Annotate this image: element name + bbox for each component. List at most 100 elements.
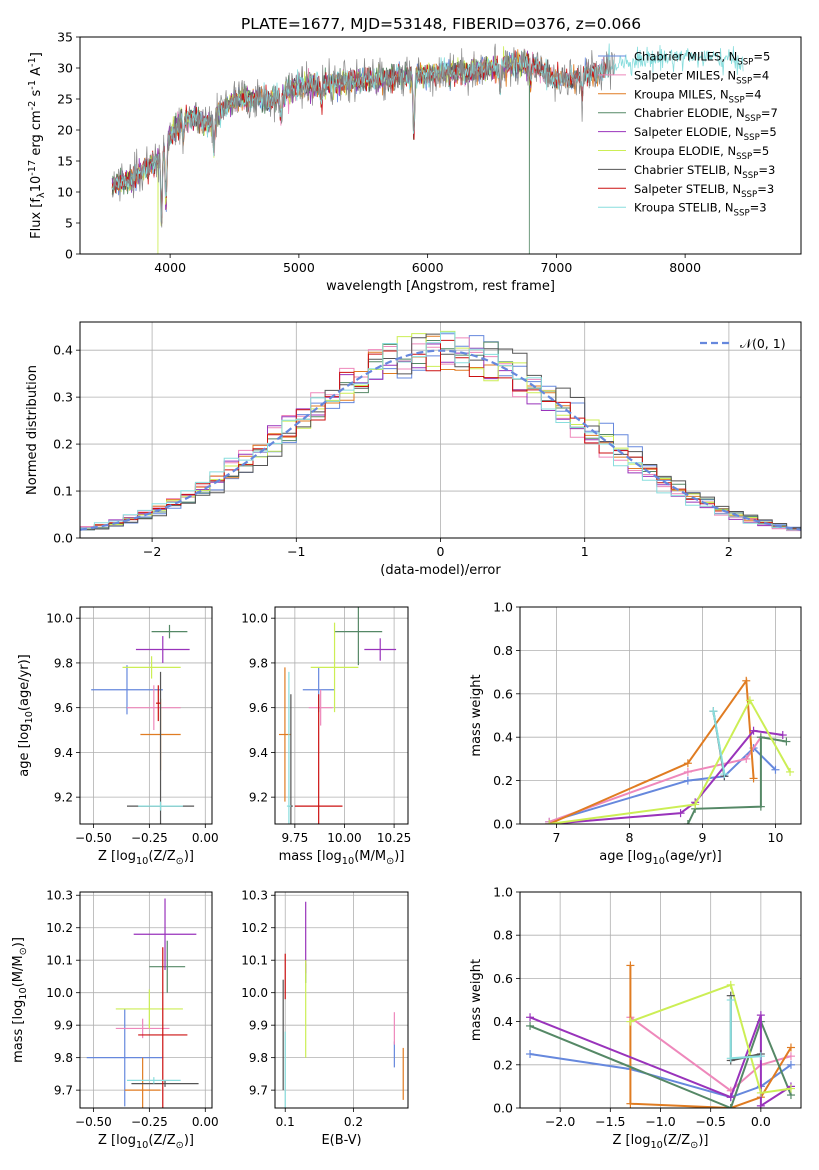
plot-area <box>91 624 195 824</box>
y-tick-label: 9.8 <box>249 656 268 670</box>
weight-marker <box>526 1050 535 1058</box>
x-axis-label: Z [log10(Z/Z⊙)] <box>613 1133 709 1151</box>
axes-frame <box>519 606 802 825</box>
y-tick-label: 9.4 <box>54 746 73 760</box>
weight-marker <box>771 765 780 774</box>
axes-frame <box>274 606 409 825</box>
legend-label: Chabrier STELIB, NSSP=3 <box>634 163 775 181</box>
weight-marker <box>749 726 758 735</box>
weight-marker <box>676 809 685 818</box>
y-tick-label: 9.7 <box>249 1084 268 1098</box>
y-tick-label: 0.4 <box>493 1014 513 1029</box>
figure-title: PLATE=1677, MJD=53148, FIBERID=0376, z=0… <box>241 15 641 33</box>
x-tick-label: 0 <box>437 544 445 559</box>
y-tick-label: 9.4 <box>249 746 268 760</box>
x-tick-label: 7000 <box>540 260 572 275</box>
x-tick-label: 0.0 <box>751 1114 771 1129</box>
legend-label: Chabrier ELODIE, NSSP=7 <box>634 106 778 124</box>
y-tick-label: 10 <box>57 185 73 200</box>
data-point <box>126 685 181 731</box>
x-tick-label: −0.25 <box>131 831 168 845</box>
weight-marker <box>526 1013 535 1022</box>
x-tick-label: 8000 <box>669 260 701 275</box>
data-point <box>131 1080 199 1087</box>
y-tick-label: 9.8 <box>54 656 73 670</box>
data-point <box>308 689 333 726</box>
y-tick-label: 0.6 <box>493 686 513 701</box>
data-point <box>151 624 188 639</box>
weight-marker <box>726 1093 735 1102</box>
data-point <box>156 685 161 722</box>
axes: −0.50 −0.25 0.00 9.7 9.8 9.9 10.0 10.1 10.2 10.3 Z… <box>11 889 219 1151</box>
weight-marker <box>786 767 795 776</box>
plot-area <box>80 330 801 538</box>
weight-marker <box>756 1101 765 1108</box>
y-axis-label: Normed distribution <box>25 365 40 495</box>
y-axis-label: age [log10(age/yr)] <box>17 654 35 777</box>
panel-age_vs_Z: −0.50 −0.25 0.00 9.2 9.4 9.6 9.8 10.0 Z [log10(Z… <box>17 606 219 867</box>
y-tick-label: 9.7 <box>54 1084 73 1098</box>
data-point <box>122 656 181 679</box>
axes-frame <box>79 321 802 539</box>
data-point <box>91 665 163 715</box>
y-tick-label: 0.6 <box>493 971 513 986</box>
x-tick-label: 0.2 <box>344 1115 363 1129</box>
weight-marker <box>626 1099 635 1108</box>
legend-label: Salpeter STELIB, NSSP=3 <box>634 182 774 200</box>
observed-spectrum-line <box>111 43 615 228</box>
weight-marker <box>756 733 765 742</box>
x-tick-label: −2.0 <box>545 1114 575 1129</box>
axes-frame <box>79 606 213 825</box>
y-tick-label: 0.4 <box>493 730 513 745</box>
plot-area <box>545 676 795 824</box>
axes-frame <box>274 891 409 1109</box>
plot-area <box>86 898 199 1108</box>
y-tick-label: 0.2 <box>493 1057 513 1072</box>
y-tick-label: 25 <box>57 92 73 107</box>
y-tick-label: 5 <box>65 216 73 231</box>
weight-marker <box>726 1054 735 1063</box>
panel-age_vs_mass: 9.75 10.00 10.25 9.2 9.4 9.6 9.8 10.0 mass [log1… <box>241 606 411 867</box>
data-point <box>364 638 397 661</box>
y-tick-label: 35 <box>57 30 73 45</box>
data-point <box>126 1077 181 1084</box>
weight-marker <box>683 759 692 768</box>
plot-area <box>111 43 744 254</box>
weight-line <box>630 983 792 1095</box>
x-axis-label: age [log10(age/yr)] <box>599 849 722 867</box>
y-tick-label: 1.0 <box>493 600 513 615</box>
y-tick-label: 0.2 <box>53 437 73 452</box>
y-tick-label: 0.8 <box>493 928 513 943</box>
y-tick-label: 10.2 <box>46 921 73 935</box>
x-tick-label: 1 <box>581 544 589 559</box>
y-tick-label: 10.0 <box>241 612 268 626</box>
y-tick-label: 0 <box>65 247 73 262</box>
y-tick-label: 0.1 <box>53 484 73 499</box>
axes: 9.75 10.00 10.25 9.2 9.4 9.6 9.8 10.0 mass [log1… <box>241 606 411 867</box>
x-axis-label: (data-model)/error <box>380 563 501 578</box>
x-tick-label: −0.5 <box>695 1114 725 1129</box>
weight-marker <box>756 1052 765 1061</box>
data-point <box>138 801 183 811</box>
y-tick-label: 20 <box>57 123 73 138</box>
y-tick-label: 15 <box>57 154 73 169</box>
y-axis-label: mass weight <box>469 959 484 1041</box>
y-tick-label: 0.0 <box>53 531 73 546</box>
x-tick-label: −2 <box>143 544 161 559</box>
y-tick-label: 10.3 <box>241 889 268 903</box>
x-tick-label: 5000 <box>283 260 315 275</box>
weight-marker <box>683 767 692 776</box>
data-point <box>294 694 343 824</box>
y-tick-label: 9.8 <box>249 1051 268 1065</box>
y-tick-label: 1.0 <box>493 885 513 900</box>
axes: −2.0 −1.5 −1.0 −0.5 0.0 0.0 0.2 0.4 0.6 0.8 1.0 Z [… <box>469 885 802 1151</box>
weight-marker <box>683 776 692 785</box>
weight-marker <box>745 696 754 705</box>
weight-marker <box>720 770 729 779</box>
axes-frame <box>519 891 802 1109</box>
x-tick-label: 8 <box>626 830 634 845</box>
weight-line <box>548 736 762 823</box>
weight-marker <box>545 820 554 824</box>
